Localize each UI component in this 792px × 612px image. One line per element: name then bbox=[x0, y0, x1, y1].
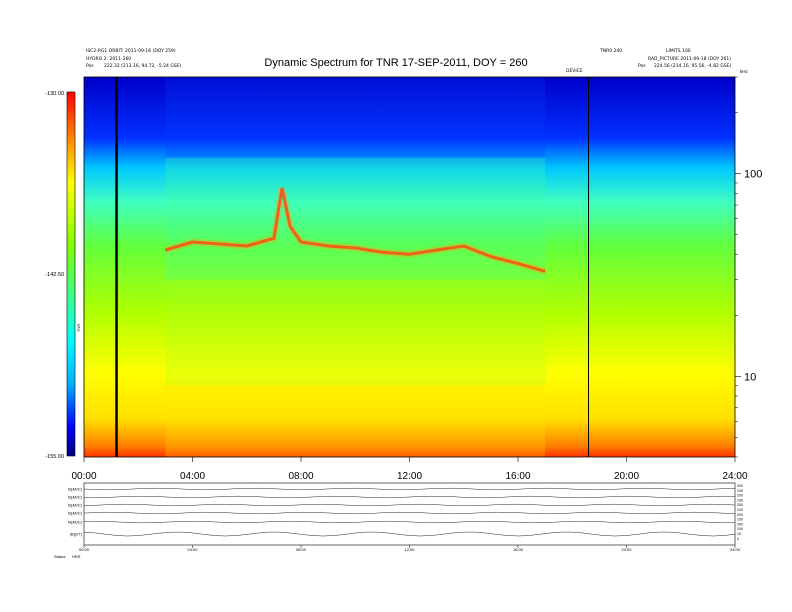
bottom-left-label: B(ADC) bbox=[68, 511, 82, 516]
bottom-footer-label: Status bbox=[54, 554, 65, 559]
event-label: DEVICE bbox=[566, 69, 583, 74]
x-axis: 00:00 04:00 08:00 12:00 16:00 20:00 24:00 bbox=[71, 457, 748, 482]
spectrogram-panel bbox=[83, 76, 736, 458]
header-right-pos-label: Pos bbox=[638, 64, 646, 69]
bottom-trace bbox=[83, 495, 736, 499]
header-right-line3: RAD_PICTURE 2011-09-18 (DOY 261) bbox=[648, 57, 731, 62]
x-tick-label: 20:00 bbox=[614, 471, 639, 482]
colorbar-axis-label: TNR bbox=[76, 324, 81, 332]
bottom-x-tick-label: 08:00 bbox=[296, 547, 307, 552]
bottom-right-label: 100 bbox=[737, 498, 743, 502]
x-tick-label: 12:00 bbox=[397, 471, 422, 482]
colorbar-label: -155.00 bbox=[45, 454, 64, 460]
header-right-pos-value: 224.56 (214.16, 95.56, -4.82 GSE) bbox=[654, 64, 732, 69]
bottom-left-label: |B|(nT) bbox=[70, 532, 83, 537]
colorbar bbox=[66, 91, 76, 457]
plasma-line-glow bbox=[164, 187, 547, 275]
y-corner-label: kHz bbox=[740, 69, 748, 74]
header-left-pos-label: Pos bbox=[86, 64, 94, 69]
y-tick-label: 10 bbox=[744, 371, 756, 383]
header-right-line2: LIMITS 100 bbox=[666, 49, 691, 54]
bottom-x-tick-label: 24:00 bbox=[730, 547, 741, 552]
header-left-line2: HYDRO 2: 2011-260 bbox=[86, 57, 132, 62]
bottom-x-tick-label: 20:00 bbox=[621, 547, 632, 552]
bottom-right-label: 200 bbox=[737, 503, 743, 507]
bottom-right-label: 200 bbox=[737, 484, 743, 488]
spectrogram-background bbox=[84, 77, 735, 457]
bottom-right-label: 200 bbox=[737, 522, 743, 526]
bottom-trace bbox=[83, 487, 736, 491]
bottom-trace bbox=[83, 531, 736, 537]
plasma-line-trace bbox=[164, 187, 546, 273]
bottom-footer-label: HRS bbox=[72, 554, 81, 559]
bottom-x-tick-label: 04:00 bbox=[187, 547, 198, 552]
x-tick-label: 16:00 bbox=[505, 471, 530, 482]
bottom-left-label: B(ADC) bbox=[68, 495, 82, 500]
y-tick-label: 100 bbox=[744, 169, 762, 181]
bottom-trace bbox=[83, 520, 736, 524]
bottom-right-label: 200 bbox=[737, 494, 743, 498]
x-tick-label: 00:00 bbox=[71, 471, 96, 482]
bottom-right-label: 10 bbox=[737, 532, 741, 536]
colorbar-label: -130.00 bbox=[45, 91, 64, 97]
header-left-line1: ISC2-RG1 ORBIT: 2011-09-16 (DOY 259) bbox=[86, 49, 176, 54]
spectrum-region bbox=[165, 77, 546, 158]
spectrum-region bbox=[165, 385, 546, 457]
x-tick-label: 08:00 bbox=[288, 471, 313, 482]
bottom-right-label: 100 bbox=[737, 527, 743, 531]
bottom-right-label: 100 bbox=[737, 508, 743, 512]
bottom-right-label: 200 bbox=[737, 513, 743, 517]
x-tick-label: 04:00 bbox=[180, 471, 205, 482]
bottom-left-label: N(ADC) bbox=[68, 520, 83, 525]
header-left-pos-value: 222.32 (213.16, 94.72, -5.24 GSE) bbox=[104, 64, 182, 69]
x-tick-label: 24:00 bbox=[722, 471, 747, 482]
bottom-left-label: B(ADC) bbox=[68, 503, 82, 508]
bottom-trace bbox=[83, 511, 736, 515]
colorbar-label: -142.50 bbox=[45, 272, 64, 278]
bottom-x-tick-label: 12:00 bbox=[404, 547, 415, 552]
bottom-right-label: 0 bbox=[737, 537, 739, 541]
y-axis: 100 10 kHz bbox=[735, 69, 762, 458]
bottom-x-tick-label: 16:00 bbox=[513, 547, 524, 552]
bottom-left-label: B(ADC) bbox=[68, 487, 82, 492]
header-right-line1: TNR0 240 bbox=[600, 49, 623, 54]
bottom-right-label: 100 bbox=[737, 489, 743, 493]
spectrum-region bbox=[165, 157, 546, 280]
bottom-trace bbox=[83, 503, 736, 507]
bottom-x-tick-label: 00:00 bbox=[79, 547, 90, 552]
spectrum-region bbox=[165, 279, 546, 386]
chart-title: Dynamic Spectrum for TNR 17-SEP-2011, DO… bbox=[264, 57, 528, 69]
bottom-panel: B(ADC) B(ADC) B(ADC) B(ADC) N(ADC) |B|(nT) 200… bbox=[54, 482, 743, 559]
bottom-right-label: 100 bbox=[737, 518, 743, 522]
